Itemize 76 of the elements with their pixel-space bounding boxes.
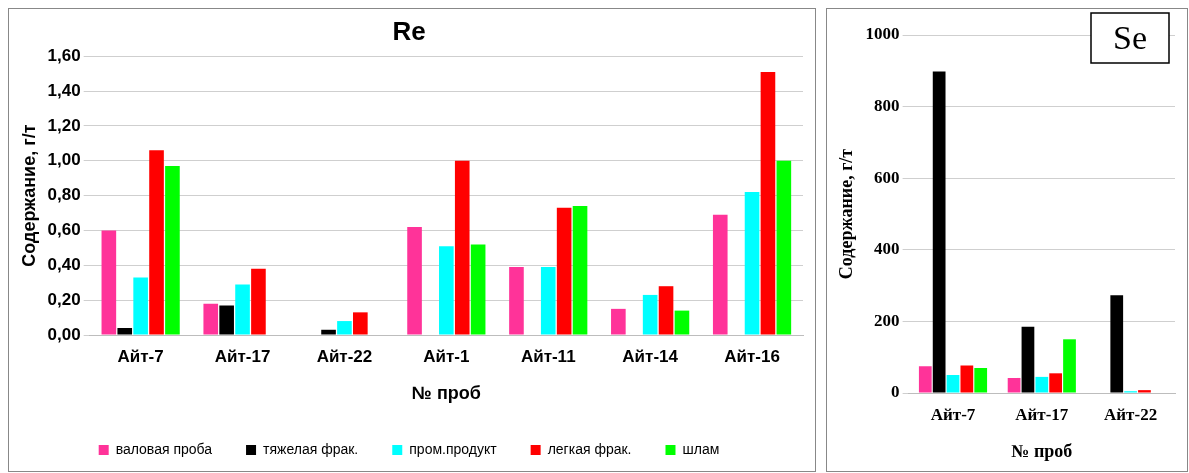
bar <box>439 246 454 335</box>
bar <box>658 286 674 335</box>
bar <box>407 226 422 335</box>
bar <box>117 328 133 335</box>
x-tick-label: Айт-16 <box>724 346 780 366</box>
x-tick-label: Айт-7 <box>117 346 164 366</box>
bar <box>960 365 974 393</box>
x-axis-title: № проб <box>1011 440 1073 461</box>
x-axis-title: № проб <box>411 383 481 404</box>
y-tick-label: 0 <box>891 382 900 402</box>
bar <box>149 150 164 335</box>
bar <box>219 305 234 335</box>
bar <box>642 294 658 335</box>
y-axis-title: Содержание, г/т <box>836 148 857 280</box>
bar <box>1021 326 1035 393</box>
y-tick-label: 200 <box>874 310 900 330</box>
bar <box>165 165 180 335</box>
y-axis-title: Содержание, г/т <box>18 124 39 267</box>
bar <box>611 308 626 335</box>
bar <box>932 71 946 393</box>
bar <box>540 267 556 335</box>
y-tick-label: 0,60 <box>47 220 81 240</box>
y-tick-label: 0,80 <box>47 185 81 205</box>
x-tick-label: Айт-17 <box>214 346 271 366</box>
y-tick-label: 0,40 <box>47 254 81 274</box>
bar <box>133 277 148 335</box>
y-tick-label: 1,20 <box>47 115 81 135</box>
bar <box>101 230 117 335</box>
y-tick-label: 400 <box>874 239 900 259</box>
bar <box>760 71 776 335</box>
bar <box>556 207 572 335</box>
bar <box>712 214 728 335</box>
legend-label: шлам <box>682 440 720 457</box>
bar <box>251 268 266 335</box>
legend-label: пром.продукт <box>409 440 498 457</box>
bar <box>744 192 760 335</box>
chart-title: Se <box>1113 18 1147 56</box>
bar <box>321 329 336 335</box>
y-tick-label: 0,20 <box>47 289 81 309</box>
bar <box>509 267 524 335</box>
legend-label: легкая фрак. <box>547 440 632 457</box>
bar <box>776 160 792 335</box>
y-tick-label: 0,00 <box>47 324 81 344</box>
x-tick-label: Айт-22 <box>1104 404 1158 424</box>
y-tick-label: 1000 <box>865 24 900 44</box>
legend-label: тяжелая фрак. <box>263 440 359 457</box>
bar <box>353 312 368 335</box>
bar <box>1138 390 1151 393</box>
bar <box>470 244 486 335</box>
x-tick-label: Айт-17 <box>1015 404 1069 424</box>
x-tick-label: Айт-7 <box>930 404 976 424</box>
bar <box>1049 373 1063 393</box>
y-tick-label: 1,60 <box>47 45 81 65</box>
bar <box>572 206 588 335</box>
bar <box>1007 377 1021 393</box>
x-tick-label: Айт-14 <box>622 346 679 366</box>
bar <box>235 284 250 335</box>
y-tick-label: 1,00 <box>47 150 81 170</box>
bar <box>1035 376 1049 393</box>
legend-label: валовая проба <box>115 440 213 457</box>
y-tick-label: 1,40 <box>47 80 81 100</box>
bar <box>974 367 988 393</box>
bar <box>1063 339 1076 393</box>
x-tick-label: Айт-11 <box>520 346 576 366</box>
bar <box>946 375 960 393</box>
bar <box>337 321 352 335</box>
bar <box>454 160 470 335</box>
y-tick-label: 600 <box>874 167 900 187</box>
bar <box>1110 295 1124 393</box>
chart-title: Re <box>392 15 426 46</box>
x-tick-label: Айт-1 <box>423 346 470 366</box>
bar <box>203 303 219 335</box>
bar <box>674 310 690 335</box>
x-tick-label: Айт-22 <box>316 346 373 366</box>
bar <box>918 366 932 393</box>
y-tick-label: 800 <box>874 95 900 115</box>
